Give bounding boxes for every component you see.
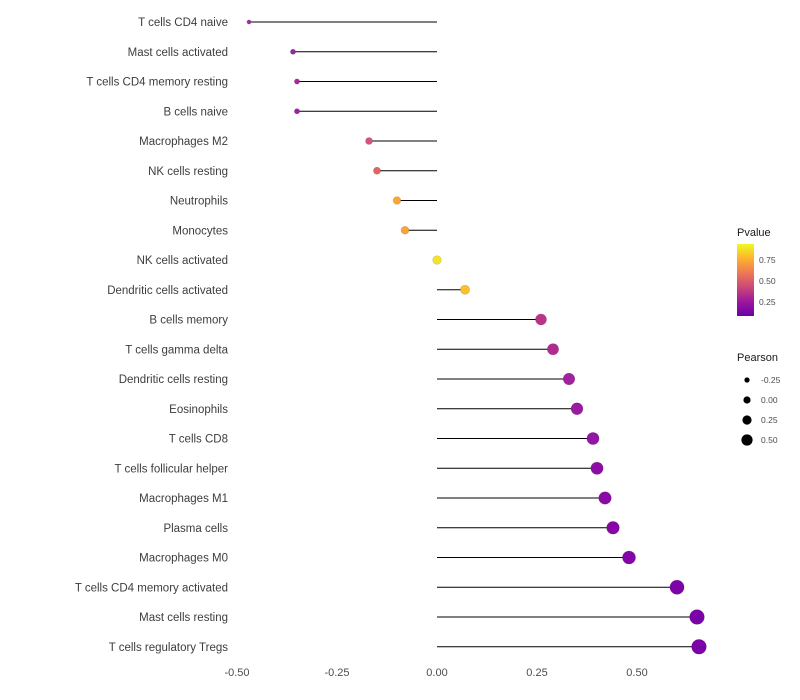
x-tick-label: -0.25 [324,667,349,679]
category-label: T cells gamma delta [125,344,228,356]
x-tick-label: -0.50 [224,667,249,679]
x-tick-label: 0.25 [526,667,547,679]
category-label: T cells follicular helper [114,463,228,475]
pvalue-legend-title: Pvalue [737,227,771,239]
pearson-legend-label: 0.00 [761,395,778,405]
category-label: Eosinophils [169,404,228,416]
lollipop-dot [535,313,547,326]
category-label: Mast cells activated [128,47,228,59]
category-label: T cells regulatory Tregs [109,642,229,654]
category-label: B cells memory [149,315,228,327]
pearson-legend-label: -0.25 [761,375,781,385]
lollipop-dot [246,19,252,25]
x-tick-label: 0.00 [426,667,447,679]
pvalue-tick-label: 0.50 [759,276,776,286]
lollipop-dot [290,48,296,55]
lollipop-dot [562,372,576,386]
category-label: NK cells resting [148,166,228,178]
lollipop-dot [460,284,470,295]
category-label: T cells CD4 memory activated [75,582,228,594]
lollipop-dot [689,609,705,625]
pearson-legend-dot [741,434,753,446]
lollipop-dot [373,166,381,175]
category-label: Macrophages M0 [139,553,228,565]
category-label: NK cells activated [137,255,228,267]
lollipop-dot [392,196,402,205]
lollipop-dot [598,491,612,505]
pearson-legend-dot [744,377,750,383]
category-label: Macrophages M1 [139,493,228,505]
pvalue-tick-label: 0.75 [759,255,776,265]
pvalue-colorbar [737,244,754,316]
pearson-legend-dot [742,415,752,425]
pvalue-tick-label: 0.25 [759,297,776,307]
lollipop-dot [586,432,600,445]
category-label: Dendritic cells resting [119,374,228,386]
lollipop-dot [606,521,620,535]
category-label: Macrophages M2 [139,136,228,148]
lollipop-dot [622,550,636,565]
category-label: B cells naive [163,106,228,118]
pearson-legend-label: 0.25 [761,415,778,425]
lollipop-dot [294,78,300,85]
lollipop-dot [590,461,604,475]
pearson-legend-dot [743,396,751,404]
lollipop-dot [432,255,442,265]
lollipop-dot [570,402,584,415]
lollipop-dot [365,137,373,145]
category-label: Plasma cells [163,523,228,535]
pearson-legend-label: 0.50 [761,435,778,445]
pearson-legend-title: Pearson [737,352,778,364]
lollipop-dot [400,226,410,235]
category-label: Mast cells resting [139,612,228,624]
category-label: Neutrophils [170,196,228,208]
category-label: Dendritic cells activated [107,285,228,297]
lollipop-dot [547,343,559,356]
category-label: T cells CD4 memory resting [86,77,228,89]
lollipop-dot [294,108,300,115]
category-label: Monocytes [172,225,228,237]
x-tick-label: 0.50 [626,667,647,679]
lollipop-dot [669,579,685,595]
category-label: T cells CD4 naive [138,17,228,29]
category-label: T cells CD8 [169,434,228,446]
lollipop-dot [691,639,707,655]
